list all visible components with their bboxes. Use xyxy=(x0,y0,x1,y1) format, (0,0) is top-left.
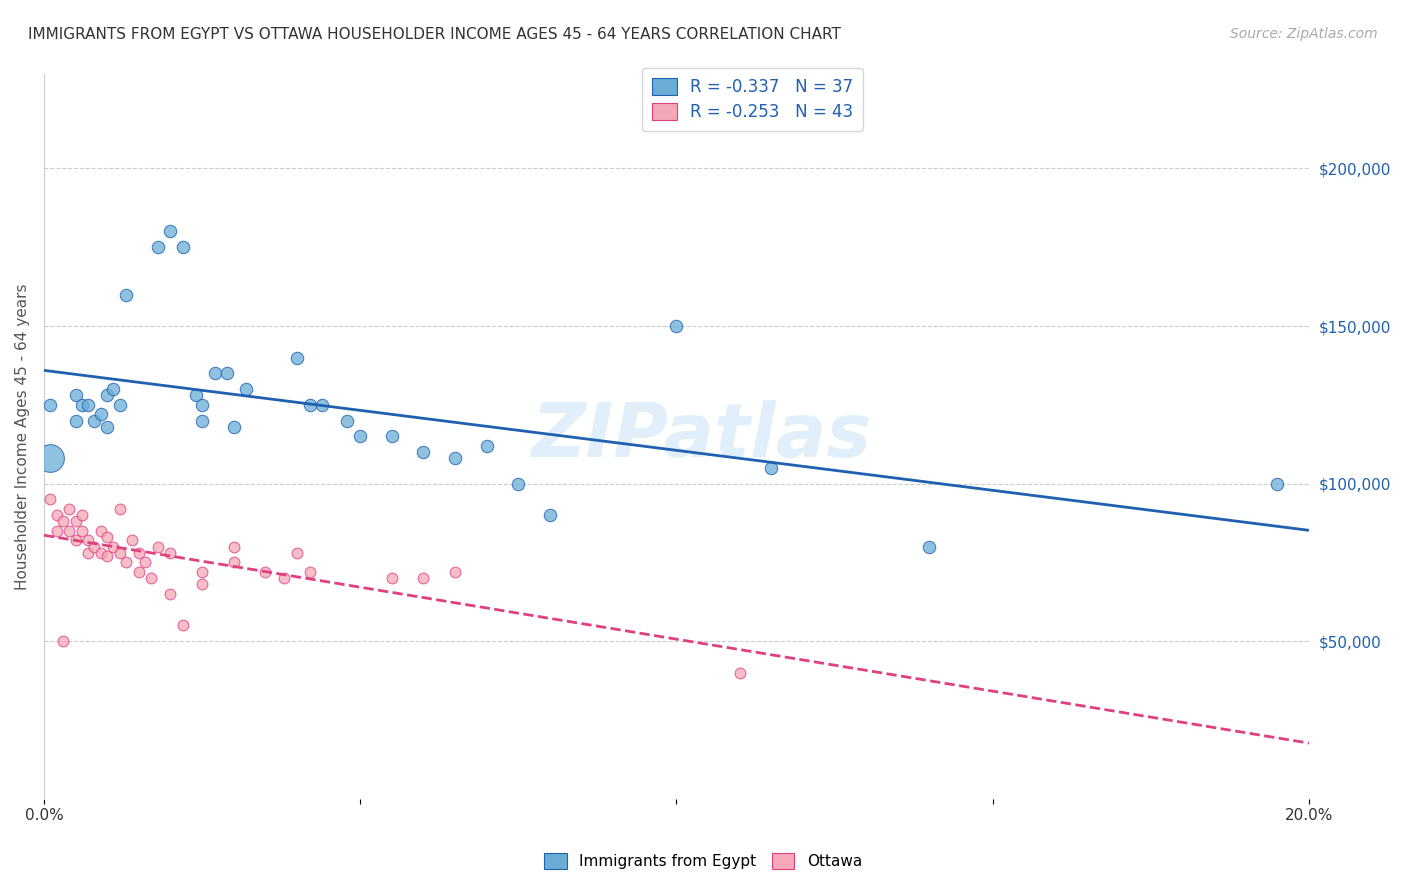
Point xyxy=(444,451,467,466)
Point xyxy=(39,492,62,507)
Point xyxy=(65,533,87,548)
Point xyxy=(39,398,62,412)
Point xyxy=(103,540,125,554)
Point xyxy=(141,571,163,585)
Point xyxy=(108,398,131,412)
Point xyxy=(108,546,131,560)
Point xyxy=(217,367,239,381)
Point xyxy=(70,398,93,412)
Point xyxy=(58,501,80,516)
Point xyxy=(412,571,434,585)
Point xyxy=(96,388,118,402)
Point xyxy=(90,407,112,421)
Point xyxy=(52,634,75,648)
Legend: Immigrants from Egypt, Ottawa: Immigrants from Egypt, Ottawa xyxy=(538,847,868,875)
Point xyxy=(918,540,941,554)
Point xyxy=(349,429,371,443)
Point xyxy=(298,398,321,412)
Point xyxy=(761,461,783,475)
Point xyxy=(77,546,100,560)
Point xyxy=(121,533,143,548)
Text: IMMIGRANTS FROM EGYPT VS OTTAWA HOUSEHOLDER INCOME AGES 45 - 64 YEARS CORRELATIO: IMMIGRANTS FROM EGYPT VS OTTAWA HOUSEHOL… xyxy=(28,27,841,42)
Point xyxy=(83,414,105,428)
Y-axis label: Householder Income Ages 45 - 64 years: Householder Income Ages 45 - 64 years xyxy=(15,283,30,590)
Point xyxy=(381,429,404,443)
Point xyxy=(191,414,214,428)
Point xyxy=(115,555,138,569)
Point xyxy=(70,508,93,522)
Point xyxy=(77,533,100,548)
Point xyxy=(311,398,333,412)
Point xyxy=(90,524,112,538)
Point xyxy=(45,508,67,522)
Point xyxy=(45,524,67,538)
Point xyxy=(90,546,112,560)
Point xyxy=(103,382,125,396)
Point xyxy=(222,540,245,554)
Point xyxy=(285,546,308,560)
Point xyxy=(70,524,93,538)
Point xyxy=(172,618,194,632)
Point xyxy=(96,530,118,544)
Point xyxy=(96,420,118,434)
Point xyxy=(159,225,181,239)
Point xyxy=(728,665,751,680)
Point xyxy=(83,540,105,554)
Point xyxy=(65,515,87,529)
Point xyxy=(222,555,245,569)
Point xyxy=(204,367,226,381)
Point xyxy=(159,587,181,601)
Point xyxy=(285,351,308,365)
Point xyxy=(222,420,245,434)
Point xyxy=(191,565,214,579)
Point xyxy=(128,546,150,560)
Text: ZIPatlas: ZIPatlas xyxy=(531,400,872,473)
Point xyxy=(191,577,214,591)
Point xyxy=(52,515,75,529)
Point xyxy=(184,388,207,402)
Point xyxy=(65,388,87,402)
Point xyxy=(381,571,404,585)
Point xyxy=(508,476,530,491)
Point xyxy=(336,414,359,428)
Point xyxy=(77,398,100,412)
Point xyxy=(298,565,321,579)
Point xyxy=(254,565,277,579)
Point xyxy=(39,451,62,466)
Point xyxy=(273,571,295,585)
Point xyxy=(665,319,688,334)
Point xyxy=(146,540,169,554)
Point xyxy=(65,414,87,428)
Legend: R = -0.337   N = 37, R = -0.253   N = 43: R = -0.337 N = 37, R = -0.253 N = 43 xyxy=(641,68,863,131)
Point xyxy=(412,445,434,459)
Text: Source: ZipAtlas.com: Source: ZipAtlas.com xyxy=(1230,27,1378,41)
Point xyxy=(191,398,214,412)
Point xyxy=(235,382,257,396)
Point xyxy=(96,549,118,563)
Point xyxy=(134,555,156,569)
Point xyxy=(172,240,194,254)
Point xyxy=(146,240,169,254)
Point xyxy=(58,524,80,538)
Point xyxy=(128,565,150,579)
Point xyxy=(475,439,498,453)
Point xyxy=(444,565,467,579)
Point xyxy=(538,508,561,522)
Point xyxy=(115,287,138,301)
Point xyxy=(108,501,131,516)
Point xyxy=(1265,476,1288,491)
Point xyxy=(159,546,181,560)
